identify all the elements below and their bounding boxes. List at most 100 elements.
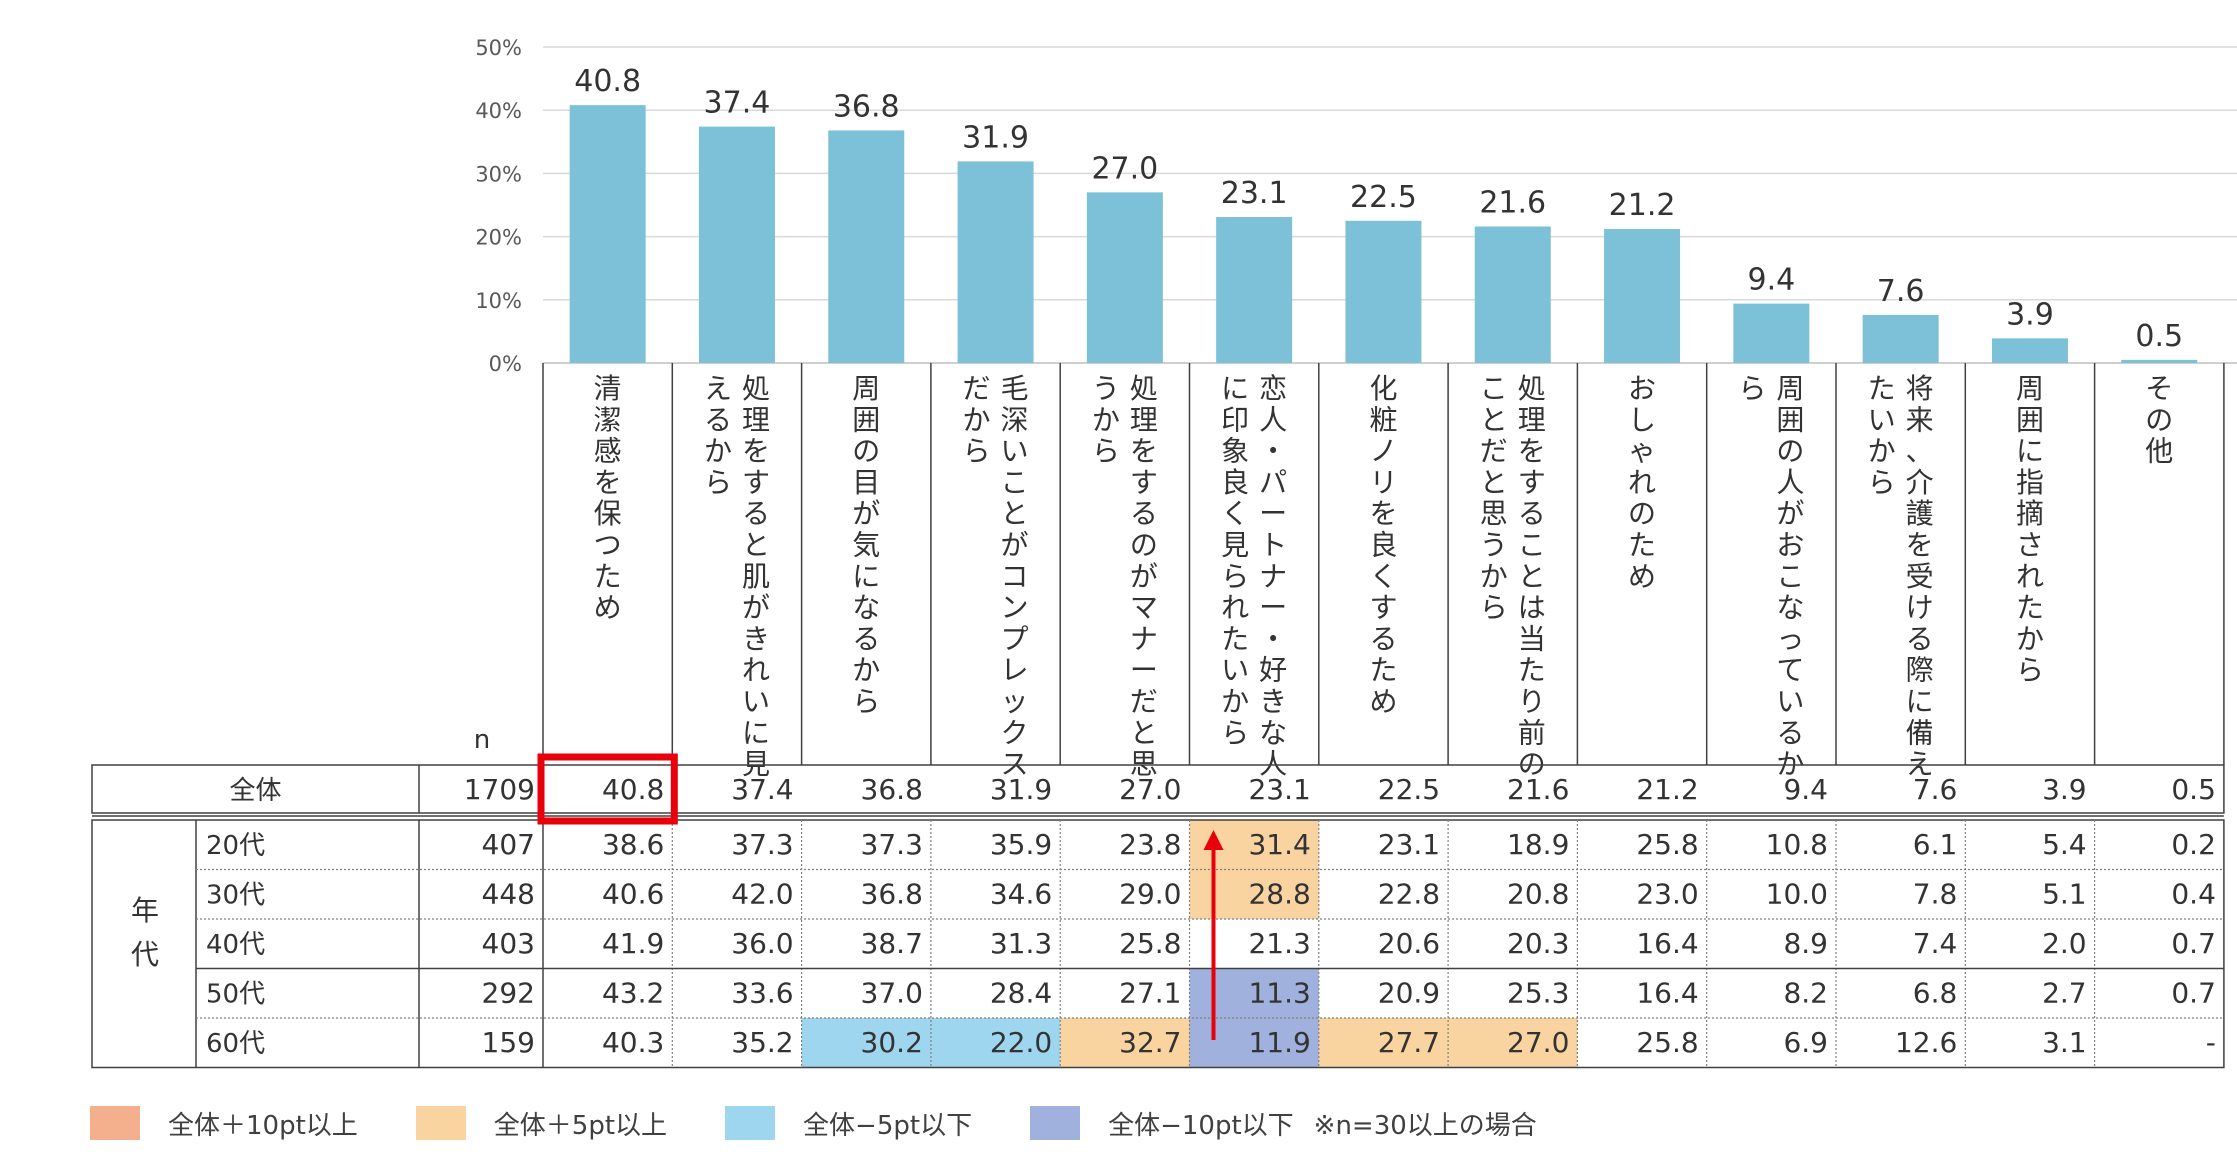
bar-value-label: 36.8	[833, 89, 900, 124]
category-label-char: だ	[963, 372, 991, 405]
bar-value-label: 21.2	[1609, 188, 1676, 223]
bar-value-label: 40.8	[574, 64, 641, 99]
category-label-char: る	[852, 622, 880, 655]
row-cell: 12.6	[1895, 1026, 1957, 1059]
category-label-char: る	[1518, 497, 1546, 530]
category-label-char: 象	[1221, 435, 1249, 468]
row-cell: 6.8	[1913, 977, 1958, 1010]
category-label-char: か	[963, 403, 991, 436]
category-label-char: 良	[1221, 466, 1249, 499]
row-n: 407	[482, 828, 535, 861]
category-label-char: に	[2016, 435, 2044, 468]
row-label: 30代	[206, 881, 265, 911]
category-label-char: ー	[1259, 497, 1287, 530]
row-cell: 5.4	[2042, 828, 2087, 861]
category-label-char: 周	[2016, 372, 2044, 405]
category-label-char: め	[1628, 560, 1656, 593]
category-label-char: 清	[594, 372, 622, 405]
row-cell: 5.1	[2042, 878, 2087, 911]
category-label-char: 理	[1518, 403, 1546, 436]
category-label-char: そ	[2145, 372, 2173, 405]
category-label-char: に	[742, 716, 770, 749]
row-cell: 7.4	[1913, 927, 1958, 960]
total-row-border	[91, 764, 2225, 814]
category-label-char: い	[1001, 435, 1029, 468]
category-label-char: ッ	[1001, 685, 1029, 718]
category-label-char: ・	[1259, 435, 1287, 468]
category-label-char: か	[704, 435, 732, 468]
category-label-char: が	[742, 591, 770, 624]
category-label-char: な	[1259, 716, 1287, 749]
y-tick-label: 0%	[489, 352, 522, 376]
category-label-char: お	[1776, 529, 1804, 562]
category-label-char: か	[1092, 403, 1120, 436]
category-label-char: り	[1518, 685, 1546, 718]
category-label-char: 処	[1130, 372, 1158, 405]
highlight-cell	[1318, 1018, 1449, 1068]
row-cell: 7.8	[1913, 878, 1958, 911]
category-label-char: た	[1221, 622, 1249, 655]
row-cell: 40.6	[602, 878, 664, 911]
category-label-char: の	[1518, 748, 1546, 781]
category-label-char: 処	[742, 372, 770, 405]
category-label-char: に	[1221, 372, 1249, 405]
category-label-char: 恋	[1259, 372, 1287, 405]
category-label-char: 護	[1906, 497, 1934, 530]
category-label-char: 囲	[852, 403, 880, 436]
row-cell: 42.0	[731, 878, 793, 911]
row-cell: 27.0	[1507, 1026, 1569, 1059]
highlight-box	[537, 753, 678, 825]
category-label-char: 周	[852, 372, 880, 405]
category-label-char: 見	[1221, 529, 1249, 562]
category-label-char: れ	[1221, 591, 1249, 624]
row-cell: 23.1	[1378, 828, 1440, 861]
category-label-char: し	[1628, 403, 1656, 436]
category-label-char: か	[1868, 435, 1896, 468]
row-cell: 2.7	[2042, 977, 2087, 1010]
total-cell: 22.5	[1378, 773, 1440, 806]
row-cell: 27.1	[1119, 977, 1181, 1010]
highlight-cell	[1189, 869, 1319, 919]
category-label-char: の	[1130, 529, 1158, 562]
category-label-char: 印	[1221, 403, 1249, 436]
category-label-char: と	[1001, 497, 1029, 530]
category-label-char: 毛	[1001, 372, 1029, 405]
bar-value-label: 7.6	[1877, 274, 1925, 309]
total-cell: 31.9	[990, 773, 1052, 806]
row-cell: 25.3	[1507, 977, 1569, 1010]
bar	[2121, 359, 2198, 363]
category-label-char: 際	[1906, 654, 1934, 687]
row-cell: 32.7	[1119, 1026, 1181, 1059]
category-label-char: 周	[1776, 372, 1804, 405]
bar	[1474, 226, 1551, 363]
row-label: 20代	[206, 831, 265, 861]
row-cell: 38.6	[602, 828, 664, 861]
bar-value-label: 37.4	[704, 86, 771, 121]
bar	[1345, 220, 1422, 363]
row-cell: 18.9	[1507, 828, 1569, 861]
row-cell: 28.8	[1248, 878, 1310, 911]
row-cell: 31.4	[1248, 828, 1310, 861]
category-label-char: 思	[1130, 748, 1158, 781]
category-label-char: 潔	[594, 403, 622, 436]
category-label-char: つ	[594, 529, 622, 562]
row-n: 292	[482, 977, 535, 1010]
category-label-char: の	[852, 435, 880, 468]
row-cell: 35.2	[731, 1026, 793, 1059]
category-label-char: け	[1906, 591, 1934, 624]
row-cell: 43.2	[602, 977, 664, 1010]
category-label-char: と	[1518, 560, 1546, 593]
bar	[1604, 229, 1681, 363]
category-label-char: を	[1906, 529, 1934, 562]
category-label-char: ら	[1868, 466, 1896, 499]
category-label-char: 摘	[2016, 497, 2044, 530]
row-cell: 16.4	[1636, 927, 1698, 960]
category-label-char: 指	[2016, 466, 2044, 499]
category-label-char: ら	[704, 466, 732, 499]
category-label-char: こ	[1776, 560, 1804, 593]
category-label-char: た	[1868, 372, 1896, 405]
category-label-char: だ	[1130, 685, 1158, 718]
bar	[957, 161, 1034, 363]
bar-value-label: 3.9	[2006, 297, 2054, 332]
category-label-char: 好	[1259, 654, 1287, 687]
